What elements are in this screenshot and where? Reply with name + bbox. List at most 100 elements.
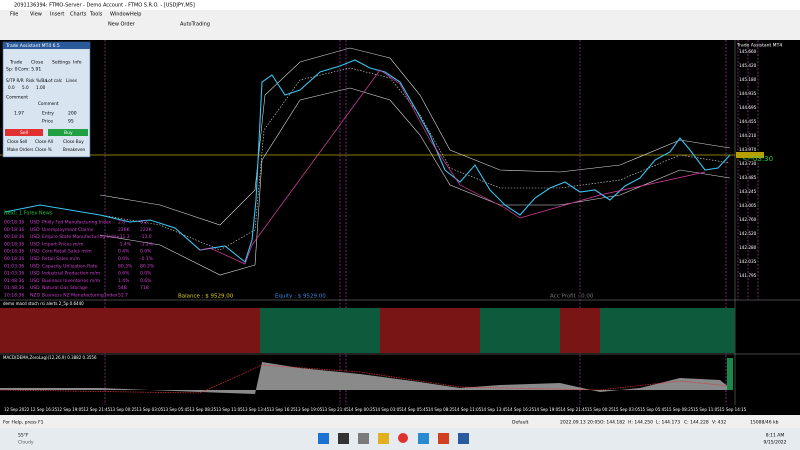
time-tick-label: 13 Sep 13:45	[243, 407, 270, 412]
label[interactable]: Lot calc	[46, 78, 63, 83]
price-tick-label: 142.035	[739, 259, 757, 264]
label: 95	[68, 119, 74, 125]
time-tick-label: 14 Sep 11:05	[455, 407, 482, 412]
indicator-1-bars	[0, 308, 735, 353]
status-item: C: 144.228	[684, 420, 709, 426]
panel-tab[interactable]: Close	[31, 60, 43, 66]
news-cell: 6.2	[140, 220, 147, 226]
news-cell: USD	[30, 227, 40, 233]
bands	[99, 47, 731, 276]
news-cell: -1.4%	[118, 241, 132, 247]
news-cell: -31.3	[118, 234, 130, 240]
sell-button[interactable]	[5, 129, 43, 136]
status-item: H: 144.250	[628, 420, 653, 426]
trade-panel-header	[3, 42, 90, 49]
label: 0.0	[8, 85, 15, 90]
news-cell: Retail Sales m/m	[42, 256, 80, 262]
label: 55°F	[18, 433, 29, 439]
label: Equity : $ 9529.00	[275, 294, 326, 300]
panel-button[interactable]: Close All	[35, 139, 53, 144]
label: 9/15/2022	[763, 440, 786, 446]
label: S/TP R/R	[6, 78, 24, 83]
time-tick-label: 14 Sep 03:05	[375, 407, 402, 412]
price-tick-label: 145.180	[739, 77, 757, 82]
menu-item[interactable]: Help	[130, 12, 141, 18]
label: 200	[68, 111, 77, 117]
menu-item[interactable]: View	[30, 12, 42, 18]
time-tick-label: 15 Sep 03:05	[614, 407, 641, 412]
news-cell: USD	[30, 285, 40, 291]
time-tick-label: 15 Sep 08:25	[667, 407, 694, 412]
panel-button[interactable]: Close %	[35, 147, 52, 152]
label: 1.97	[14, 111, 24, 117]
news-cell: 00:18:36	[4, 220, 24, 226]
news-cell: Natural Gas Storage	[42, 285, 88, 291]
time-axis	[0, 405, 800, 415]
label: 8:11 AM	[766, 433, 785, 439]
session-lines	[104, 40, 759, 405]
news-cell: 00:18:36	[4, 234, 24, 240]
news-cell: USD	[30, 220, 40, 226]
time-tick-label: 13 Sep 05:45	[163, 407, 190, 412]
window-title: 2091136394: FTMO-Server - Demo Account -…	[14, 3, 195, 9]
sell-label[interactable]: Sell	[20, 130, 28, 136]
price-tick-label: 142.280	[739, 245, 757, 250]
price-series-bear	[199, 69, 706, 265]
news-cell: 01:03:36	[4, 263, 24, 269]
label: Trade Assistant MT4	[736, 43, 782, 49]
label: demo macd stoch rsi alerts 2_5p 0.6440	[3, 301, 84, 306]
price-marker	[736, 152, 764, 158]
panel-button[interactable]: Close Sell	[7, 139, 27, 144]
news-cell: 10:18:36	[4, 293, 24, 299]
news-cell: 01:48:36	[4, 285, 24, 291]
menu-item[interactable]: Window	[110, 12, 130, 18]
status-item: O: 144.182	[600, 420, 625, 426]
buy-label[interactable]: Buy	[64, 130, 73, 136]
status-item: V: 432	[712, 420, 726, 426]
news-cell: Business NZ Manufacturing Index	[42, 293, 118, 299]
time-tick-label: 14 Sep 19:05	[534, 407, 561, 412]
news-cell: USD	[30, 271, 40, 277]
status-item: Default	[512, 420, 529, 426]
label[interactable]: Lines	[66, 78, 77, 83]
news-cell: -0.1%	[140, 256, 154, 262]
news-cell: USD	[30, 234, 40, 240]
menu-item[interactable]: Insert	[50, 12, 64, 18]
panel-button[interactable]: Close Buy	[63, 139, 84, 144]
toolbar-button[interactable]: AutoTrading	[180, 22, 210, 28]
news-cell: Unemployment Claims	[42, 227, 94, 233]
panel-button[interactable]: Make Orders	[7, 147, 33, 152]
menu-item[interactable]: Tools	[89, 12, 103, 18]
time-tick-label: 15 Sep 05:45	[640, 407, 667, 412]
status-item: 2022.09.13 20:05	[560, 420, 600, 426]
toolbar-button[interactable]: New Order	[108, 22, 136, 28]
news-cell: 0.4%	[118, 249, 130, 255]
label: Com: 5.91	[18, 67, 41, 73]
taskbar-icons[interactable]	[318, 433, 469, 444]
news-cell: Industrial Production m/m	[42, 271, 100, 277]
news-cell: USD	[30, 241, 40, 247]
menu-item[interactable]: File	[10, 12, 18, 18]
buy-button[interactable]	[48, 129, 88, 136]
time-tick-label: 14 Sep 21:45	[561, 407, 588, 412]
panel-tab[interactable]: Info	[73, 60, 82, 66]
time-tick-label: 15 Sep 14:15	[720, 407, 747, 412]
panel-button[interactable]: Breakeven	[63, 147, 86, 152]
price-tick-label: 144.210	[739, 133, 757, 138]
time-tick-label: 13 Sep 19:05	[296, 407, 323, 412]
label: Risk %/Ba	[26, 78, 47, 83]
menu-item[interactable]: Charts	[70, 12, 87, 18]
macd-bar	[727, 358, 733, 390]
label: Entry	[42, 111, 54, 117]
panel-tab[interactable]: Trade	[9, 60, 23, 66]
label: Cloudy	[18, 440, 34, 446]
news-cell: 00:18:36	[4, 227, 24, 233]
time-tick-label: 15 Sep 11:05	[693, 407, 720, 412]
price-tick-label: 142.760	[739, 217, 757, 222]
panel-tab[interactable]: Settings	[52, 60, 71, 66]
price-tick-label: 144.935	[739, 91, 757, 96]
news-cell: Empire State Manufacturing Index	[42, 234, 119, 240]
time-tick-label: 12 Sep 16:25	[31, 407, 58, 412]
